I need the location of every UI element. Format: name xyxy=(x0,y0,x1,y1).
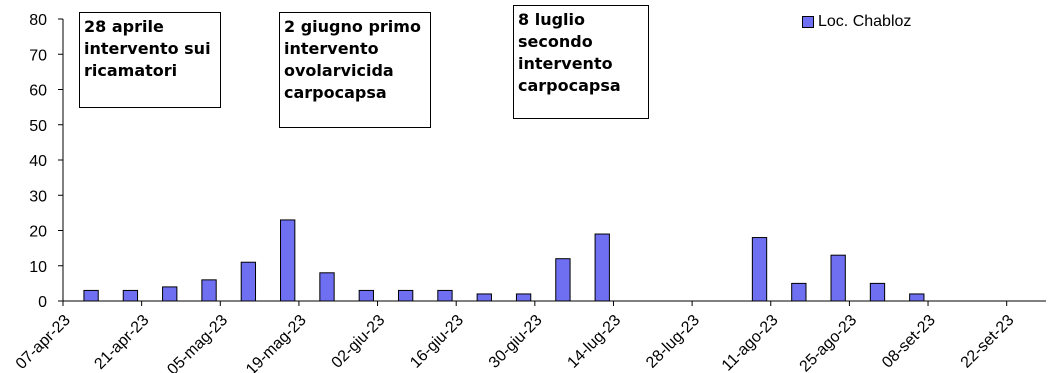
x-tick-label: 28-lug-23 xyxy=(643,312,703,372)
y-tick-label: 50 xyxy=(29,118,47,135)
bar xyxy=(358,289,374,302)
annotation-box: 8 luglio secondo intervento carpocapsa xyxy=(513,5,649,119)
bar xyxy=(162,286,178,302)
x-tick-label: 21-apr-23 xyxy=(91,312,152,373)
x-tick-label: 19-mag-23 xyxy=(243,312,310,373)
annotation-box: 2 giugno primo intervento ovolarvicida c… xyxy=(279,12,431,128)
y-tick-label: 70 xyxy=(29,47,47,64)
bar xyxy=(201,279,217,302)
x-tick-label: 11-ago-23 xyxy=(719,312,782,373)
x-tick-label: 02-giu-23 xyxy=(329,312,389,372)
bar xyxy=(791,282,807,302)
x-tick-label: 07-apr-23 xyxy=(13,312,74,373)
legend-swatch xyxy=(802,16,814,28)
y-tick-label: 20 xyxy=(29,224,47,241)
x-axis: 07-apr-23 21-apr-23 05-mag-23 19-mag-23 02-g… xyxy=(13,300,1046,373)
bars xyxy=(83,219,925,302)
y-tick-label: 30 xyxy=(29,188,47,205)
bar xyxy=(869,282,886,302)
bar xyxy=(280,219,296,302)
y-tick-label: 40 xyxy=(29,153,47,170)
x-tick-label: 05-mag-23 xyxy=(164,312,231,373)
y-tick-label: 0 xyxy=(38,294,47,311)
y-tick-label: 80 xyxy=(29,12,47,29)
bar xyxy=(83,289,99,302)
legend: Loc. Chabloz xyxy=(802,13,911,31)
bar xyxy=(830,254,846,302)
bar xyxy=(594,233,610,302)
bar xyxy=(555,258,571,302)
bar xyxy=(437,289,453,302)
bar xyxy=(909,293,925,302)
bar xyxy=(751,237,768,302)
x-tick-label: 30-giu-23 xyxy=(486,312,546,372)
bar xyxy=(476,293,492,302)
x-tick-label: 16-giu-23 xyxy=(407,312,467,372)
x-tick-label: 25-ago-23 xyxy=(797,312,861,373)
y-tick-label: 10 xyxy=(29,259,47,276)
y-axis: 0 10 20 30 40 50 60 70 80 xyxy=(29,12,64,311)
x-tick-label: 22-set-23 xyxy=(958,312,1018,372)
bar xyxy=(397,289,414,302)
x-tick-label: 14-lug-23 xyxy=(564,312,624,372)
y-tick-label: 60 xyxy=(29,83,47,100)
annotation-box: 28 aprile intervento sui ricamatori xyxy=(79,12,221,108)
bar xyxy=(122,289,139,302)
legend-label: Loc. Chabloz xyxy=(818,13,912,30)
x-tick-label: 08-set-23 xyxy=(879,312,939,372)
bar xyxy=(319,272,335,302)
bar xyxy=(240,261,257,302)
bar xyxy=(515,293,532,302)
